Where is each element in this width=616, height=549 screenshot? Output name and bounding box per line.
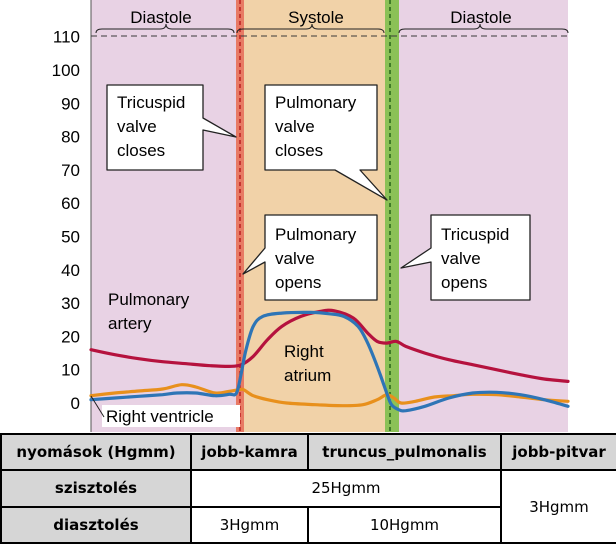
table-header-right-ventricle: jobb-kamra [190, 432, 309, 472]
callout-text-pulmonary-opens-1: Pulmonary [275, 225, 357, 244]
table-cell-systolic-value: 25Hgmm [190, 469, 502, 508]
diastole-left-region [91, 0, 236, 432]
callout-tricuspid-closes: Tricuspid valve closes [106, 84, 237, 171]
y-tick-label-40: 40 [61, 261, 80, 280]
y-tick-label-110: 110 [53, 28, 80, 47]
callout-box-tricuspid-opens [400, 214, 531, 301]
callout-text-pulmonary-closes-2: valve [275, 117, 315, 136]
table-header-row: nyomások (Hgmm) jobb-kamra truncus_pulmo… [0, 432, 616, 472]
phase-label-systole: Systole [288, 8, 344, 27]
table-header-right-atrium: jobb-pitvar [500, 432, 616, 472]
pressure-table: nyomások (Hgmm) jobb-kamra truncus_pulmo… [0, 432, 616, 545]
y-tick-label-20: 20 [61, 327, 80, 346]
callout-text-tricuspid-closes-3: closes [117, 141, 165, 160]
right-ventricle-leader [90, 395, 105, 418]
callout-box-tricuspid-closes [106, 84, 237, 171]
callout-text-tricuspid-opens-2: valve [441, 249, 481, 268]
y-tick-label-50: 50 [61, 228, 80, 247]
series-label-right-ventricle: Right ventricle [106, 407, 214, 426]
y-tick-label-60: 60 [61, 194, 80, 213]
y-tick-label-10: 10 [61, 361, 80, 380]
diastole-left-brace [95, 23, 235, 34]
table-row-systolic: szisztolés 25Hgmm 3Hgmm [0, 469, 616, 544]
y-tick-label-90: 90 [61, 94, 80, 113]
table-cell-atrium-value: 3Hgmm [500, 469, 616, 544]
callout-text-tricuspid-opens-3: opens [441, 273, 487, 292]
callout-text-tricuspid-closes-1: Tricuspid [117, 93, 185, 112]
pressure-chart: Diastole Systole Diastole 0 10 20 30 40 50 60 7… [52, 0, 570, 432]
callout-text-pulmonary-closes-1: Pulmonary [275, 93, 357, 112]
curves [89, 308, 570, 413]
series-line-right-ventricle [89, 310, 570, 413]
callout-pulmonary-closes: Pulmonary valve closes [264, 84, 388, 201]
table-row-label-diastolic: diasztolés [0, 505, 192, 545]
right-ventricle-label-bg [102, 405, 240, 427]
series-line-pulmonary-artery [89, 308, 570, 383]
callout-box-pulmonary-closes [264, 84, 388, 201]
phase-label-diastole-left: Diastole [130, 8, 191, 27]
phase-label-diastole-right: Diastole [450, 8, 511, 27]
callout-text-pulmonary-opens-2: valve [275, 249, 315, 268]
pulmonary-close-band [385, 0, 399, 432]
series-label-right-atrium-2: atrium [284, 366, 331, 385]
series-label-right-atrium-1: Right [284, 342, 324, 361]
y-tick-label-0: 0 [71, 394, 80, 413]
y-tick-label-30: 30 [61, 294, 80, 313]
callout-text-pulmonary-closes-3: closes [275, 141, 323, 160]
series-label-pulmonary-artery-1: Pulmonary [108, 290, 190, 309]
table-row-diastolic: diasztolés 3Hgmm 10Hgmm [0, 505, 616, 545]
callout-text-tricuspid-opens-1: Tricuspid [441, 225, 509, 244]
callout-text-pulmonary-opens-3: opens [275, 273, 321, 292]
y-tick-label-100: 100 [52, 61, 80, 80]
y-tick-label-80: 80 [61, 128, 80, 147]
callout-box-pulmonary-opens [242, 214, 378, 301]
callout-tricuspid-opens: Tricuspid valve opens [400, 214, 531, 301]
table-header-truncus: truncus_pulmonalis [307, 432, 502, 472]
series-label-pulmonary-artery-2: artery [108, 314, 152, 333]
callout-text-tricuspid-closes-2: valve [117, 117, 157, 136]
table-cell-diastolic-rv: 3Hgmm [190, 505, 309, 545]
table-row-label-systolic: szisztolés [0, 469, 192, 508]
systole-brace [236, 23, 385, 34]
table-header-pressures: nyomások (Hgmm) [0, 432, 192, 472]
callout-pulmonary-opens: Pulmonary valve opens [242, 214, 378, 301]
tricuspid-close-band [236, 0, 244, 432]
y-axis-ticks: 0 10 20 30 40 50 60 70 80 90 100 110 [52, 28, 80, 413]
y-tick-label-70: 70 [61, 161, 80, 180]
table-cell-diastolic-tp: 10Hgmm [307, 505, 502, 545]
diastole-right-brace [398, 23, 569, 34]
